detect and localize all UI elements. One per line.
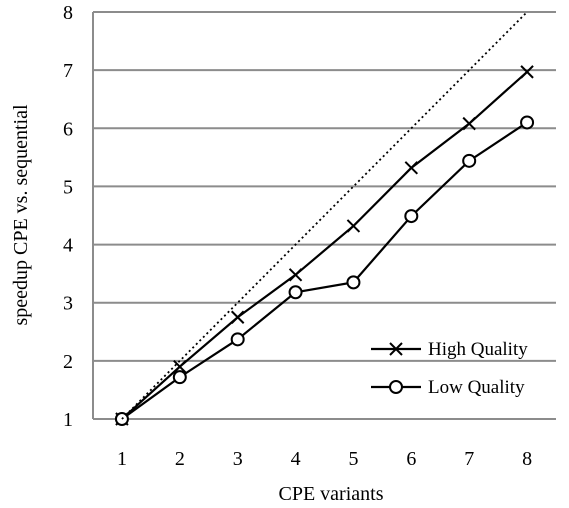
data-point-high-quality: [346, 219, 361, 233]
series-line-high-quality: [121, 71, 528, 420]
y-tick-label: 7: [63, 60, 73, 82]
data-point-high-quality: [462, 116, 476, 131]
series-line-ideal-reference: [121, 11, 528, 420]
x-tick-label: 8: [522, 448, 532, 470]
data-point-low-quality: [520, 115, 535, 130]
tick-labels: 1 2 3 4 5 6 7 8 1 2 3 4 5 6 7 8: [63, 2, 532, 470]
y-tick-label: 4: [63, 235, 73, 257]
legend-label-low-quality: Low Quality: [428, 377, 525, 398]
data-point-high-quality: [173, 359, 187, 374]
data-point-low-quality: [404, 209, 419, 224]
x-tick-label: 1: [117, 448, 127, 470]
data-point-low-quality: [230, 332, 245, 347]
y-axis-label: speedup CPE vs. sequential: [10, 104, 32, 326]
x-tick-label: 3: [233, 448, 243, 470]
series-line-low-quality: [121, 121, 528, 420]
data-point-high-quality: [288, 268, 303, 282]
y-tick-label: 5: [63, 176, 73, 198]
x-tick-label: 7: [464, 448, 474, 470]
legend-label-high-quality: High Quality: [428, 339, 528, 360]
x-tick-label: 6: [406, 448, 416, 470]
data-point-low-quality: [346, 275, 361, 290]
y-tick-label: 8: [63, 2, 73, 24]
data-point-low-quality: [288, 285, 303, 300]
y-tick-label: 3: [63, 293, 73, 315]
data-point-low-quality: [172, 370, 187, 385]
data-point-low-quality: [462, 153, 477, 168]
legend: High Quality Low Quality: [371, 339, 528, 398]
x-tick-label: 4: [291, 448, 301, 470]
x-tick-label: 2: [175, 448, 185, 470]
axes: [92, 12, 556, 420]
legend-marker-low-quality: [389, 380, 403, 394]
y-tick-label: 1: [63, 409, 73, 431]
x-axis-label: CPE variants: [279, 483, 384, 505]
data-point-high-quality: [404, 161, 419, 175]
y-tick-label: 2: [63, 351, 73, 373]
data-point-high-quality: [230, 310, 245, 324]
legend-marker-high-quality: [389, 342, 403, 356]
x-tick-label: 5: [348, 448, 358, 470]
y-tick-label: 6: [63, 118, 73, 140]
data-point-high-quality: [520, 65, 534, 79]
series-layer: [114, 11, 535, 426]
gridlines: [93, 11, 556, 362]
